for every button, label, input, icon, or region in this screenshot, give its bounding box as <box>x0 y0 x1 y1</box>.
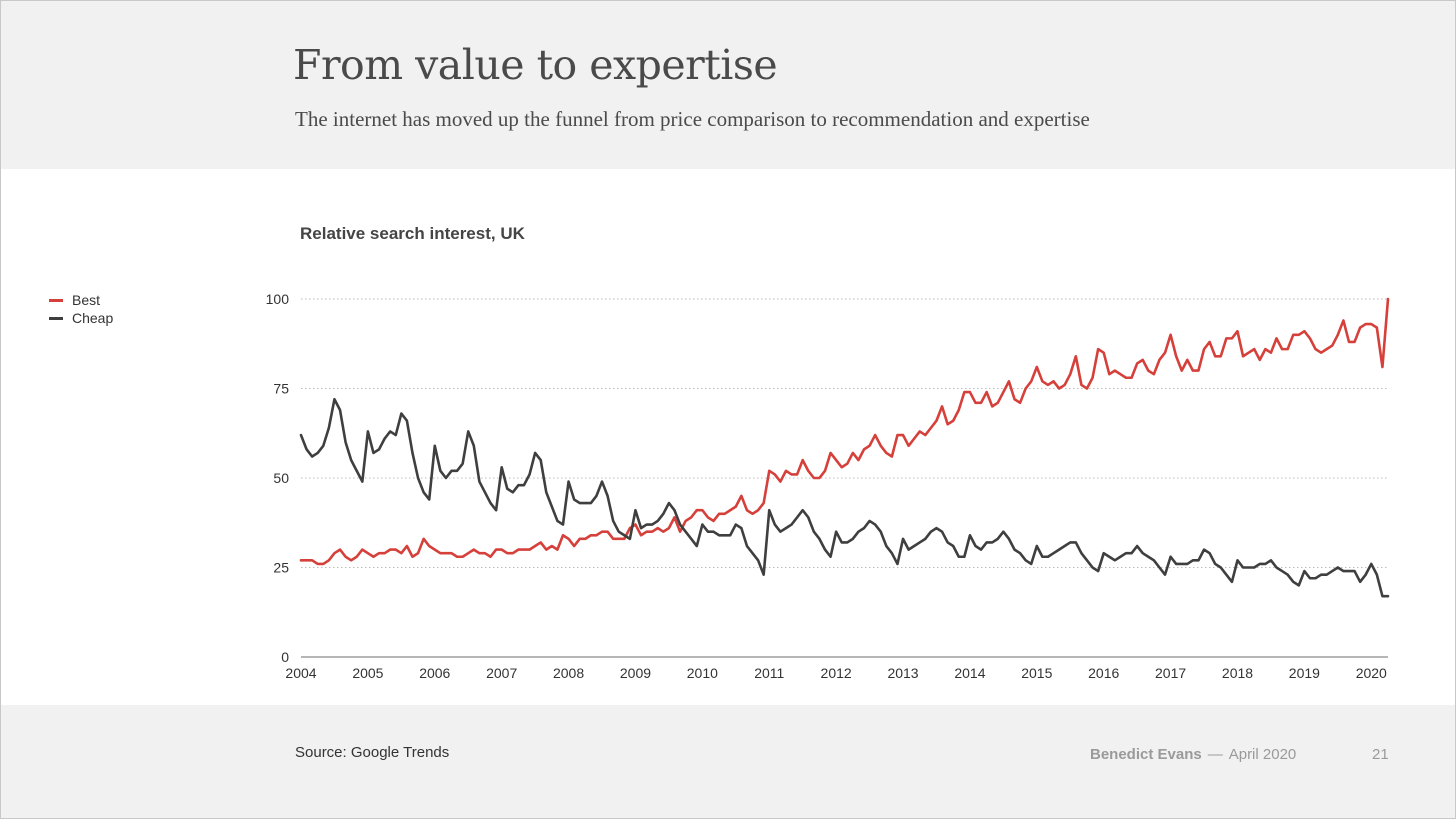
chart-legend: Best Cheap <box>49 291 113 327</box>
x-tick-label: 2015 <box>1021 665 1052 681</box>
y-tick-label: 50 <box>273 470 289 486</box>
legend-label-best: Best <box>72 292 101 308</box>
x-tick-label: 2009 <box>620 665 651 681</box>
series-line-best <box>299 297 1390 566</box>
legend-swatch-cheap <box>49 316 63 320</box>
footer-band <box>1 705 1455 818</box>
y-tick-label: 75 <box>273 381 289 397</box>
x-tick-label: 2012 <box>821 665 852 681</box>
x-tick-label: 2005 <box>352 665 383 681</box>
x-tick-label: 2018 <box>1222 665 1253 681</box>
header-band <box>1 1 1455 169</box>
legend-item-cheap: Cheap <box>49 309 113 327</box>
line-chart: 0 25 50 75 100 2004 2005 2006 2007 2008 2009 2010 20… <box>266 291 1390 681</box>
credit: Benedict Evans — April 2020 <box>1090 746 1296 763</box>
slide-subtitle: The internet has moved up the funnel fro… <box>295 107 1090 131</box>
x-tick-label: 2013 <box>887 665 918 681</box>
y-tick-label: 0 <box>281 649 289 665</box>
page-number: 21 <box>1372 746 1389 763</box>
x-tick-label: 2016 <box>1088 665 1119 681</box>
x-tick-label: 2004 <box>285 665 316 681</box>
x-tick-label: 2008 <box>553 665 584 681</box>
legend-label-cheap: Cheap <box>72 310 114 326</box>
slide-title: From value to expertise <box>293 41 778 89</box>
slide-date: April 2020 <box>1228 746 1297 763</box>
series-line-cheap <box>299 397 1390 598</box>
legend-item-best: Best <box>49 291 113 309</box>
x-tick-label: 2006 <box>419 665 450 681</box>
credit-separator: — <box>1207 746 1223 763</box>
x-tick-label: 2011 <box>754 665 784 681</box>
x-tick-label: 2014 <box>954 665 985 681</box>
legend-swatch-best <box>49 298 63 302</box>
author-name: Benedict Evans <box>1090 746 1202 763</box>
x-tick-label: 2019 <box>1289 665 1320 681</box>
x-tick-label: 2020 <box>1356 665 1387 681</box>
y-tick-label: 100 <box>266 291 290 307</box>
y-tick-label: 25 <box>273 560 289 576</box>
chart-title: Relative search interest, UK <box>300 224 525 243</box>
x-tick-label: 2017 <box>1155 665 1186 681</box>
x-tick-label: 2007 <box>486 665 517 681</box>
x-tick-label: 2010 <box>687 665 718 681</box>
source-note: Source: Google Trends <box>295 744 450 761</box>
